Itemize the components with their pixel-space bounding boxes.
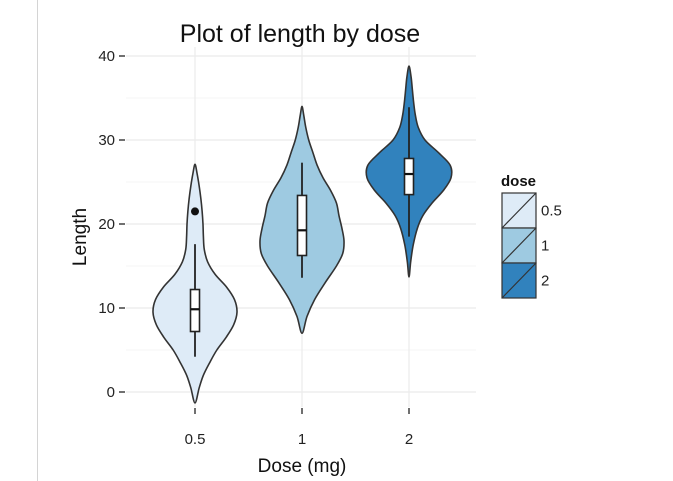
y-tick-label: 0 bbox=[107, 384, 115, 401]
y-tick-label: 10 bbox=[98, 300, 115, 317]
x-tick-label: 2 bbox=[405, 431, 413, 448]
x-tick-label: 0.5 bbox=[185, 431, 206, 448]
y-tick-label: 30 bbox=[98, 132, 115, 149]
legend-label-0.5: 0.5 bbox=[541, 203, 562, 220]
y-tick-label: 20 bbox=[98, 216, 115, 233]
legend: dose 0.5 1 2 bbox=[501, 173, 562, 299]
legend-title: dose bbox=[501, 173, 536, 190]
y-tick-label: 40 bbox=[98, 48, 115, 65]
legend-key-diagonal bbox=[501, 192, 537, 229]
y-axis-title: Length bbox=[70, 208, 91, 266]
chart-title: Plot of length by dose bbox=[180, 20, 420, 48]
violin-group-1 bbox=[259, 105, 345, 335]
violin-group-2 bbox=[365, 65, 453, 278]
box-2 bbox=[403, 157, 415, 196]
x-axis-title: Dose (mg) bbox=[258, 456, 347, 477]
legend-label-2: 2 bbox=[541, 273, 549, 290]
box-1 bbox=[296, 194, 308, 257]
legend-key-diagonal bbox=[501, 227, 537, 264]
violin-group-0.5 bbox=[152, 163, 238, 404]
box-0.5 bbox=[189, 288, 201, 333]
violins bbox=[152, 65, 453, 404]
legend-label-1: 1 bbox=[541, 238, 549, 255]
x-tick-label: 1 bbox=[298, 431, 306, 448]
outlier-point bbox=[191, 207, 199, 216]
axes: 0 10 20 30 40 0.5 1 2 bbox=[98, 48, 413, 448]
frame-divider bbox=[37, 0, 38, 481]
legend-key-diagonal bbox=[501, 262, 537, 299]
